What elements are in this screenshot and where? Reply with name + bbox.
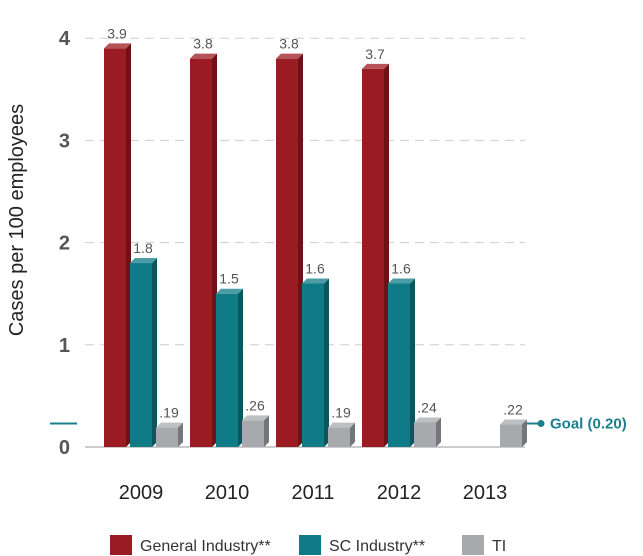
bar-side (522, 419, 527, 447)
x-category-label: 2009 (119, 482, 164, 504)
bar-side (436, 417, 441, 447)
bar-front (302, 283, 324, 447)
data-label: .19 (331, 405, 351, 421)
data-label: 3.9 (107, 25, 127, 41)
y-tick-label: 2 (59, 233, 70, 255)
bar-top (302, 278, 329, 284)
bar-side (178, 422, 183, 447)
bar-top (500, 419, 527, 425)
legend-swatch (110, 535, 132, 555)
data-label: 3.7 (365, 46, 385, 62)
data-label: 3.8 (279, 36, 299, 52)
data-label: 1.6 (305, 260, 325, 276)
bar-front (414, 422, 436, 447)
data-label: .26 (245, 397, 265, 413)
bar-front (130, 263, 152, 447)
bar-front (242, 420, 264, 447)
y-tick-label: 4 (59, 28, 71, 50)
bar-front (190, 58, 212, 447)
goal-marker-dot (537, 420, 545, 428)
legend-label: TI (492, 538, 506, 555)
legend-swatch (462, 535, 484, 555)
bar-front (388, 283, 410, 447)
bar-side (350, 422, 355, 447)
y-tick-label: 0 (59, 437, 70, 459)
y-tick-label: 1 (59, 335, 70, 357)
bar-top (190, 53, 217, 59)
bar-front (104, 48, 126, 448)
bar-side (238, 288, 243, 447)
bar-side (384, 63, 389, 448)
bar-side (152, 258, 157, 447)
bar-side (410, 278, 415, 447)
bar-top (362, 63, 389, 69)
legend-label: General Industry** (140, 538, 271, 555)
y-axis-label: Cases per 100 employees (6, 104, 28, 336)
bar-side (126, 43, 131, 448)
bar-top (276, 53, 303, 59)
data-label: 1.6 (391, 260, 411, 276)
data-label: 1.8 (133, 240, 153, 256)
bar-top (328, 422, 355, 428)
x-category-label: 2011 (291, 482, 334, 504)
bar-top (242, 415, 269, 421)
data-label: .19 (159, 405, 179, 421)
bar-front (276, 58, 298, 447)
bar-top (104, 43, 131, 49)
bar-front (500, 424, 522, 447)
goal-label: Goal (0.20) (550, 416, 627, 433)
bar-top (216, 288, 243, 294)
bar-side (212, 53, 217, 447)
bar-side (264, 415, 269, 447)
bar-side (298, 53, 303, 447)
bar-side (324, 278, 329, 447)
bar-top (130, 258, 157, 264)
x-category-label: 2010 (205, 482, 250, 504)
x-category-label: 2012 (377, 482, 422, 504)
data-label: .24 (417, 399, 437, 415)
bar-front (362, 68, 384, 448)
bar-front (216, 293, 238, 447)
data-label: 1.5 (219, 271, 239, 287)
bar-front (328, 427, 350, 447)
data-label: 3.8 (193, 36, 213, 52)
legend-label: SC Industry** (329, 538, 425, 555)
y-tick-label: 3 (59, 130, 70, 152)
bar-top (388, 278, 415, 284)
data-label: .22 (503, 402, 523, 418)
x-category-label: 2013 (463, 482, 508, 504)
legend-swatch (299, 535, 321, 555)
bar-top (156, 422, 183, 428)
bar-front (156, 427, 178, 447)
bar-top (414, 417, 441, 423)
